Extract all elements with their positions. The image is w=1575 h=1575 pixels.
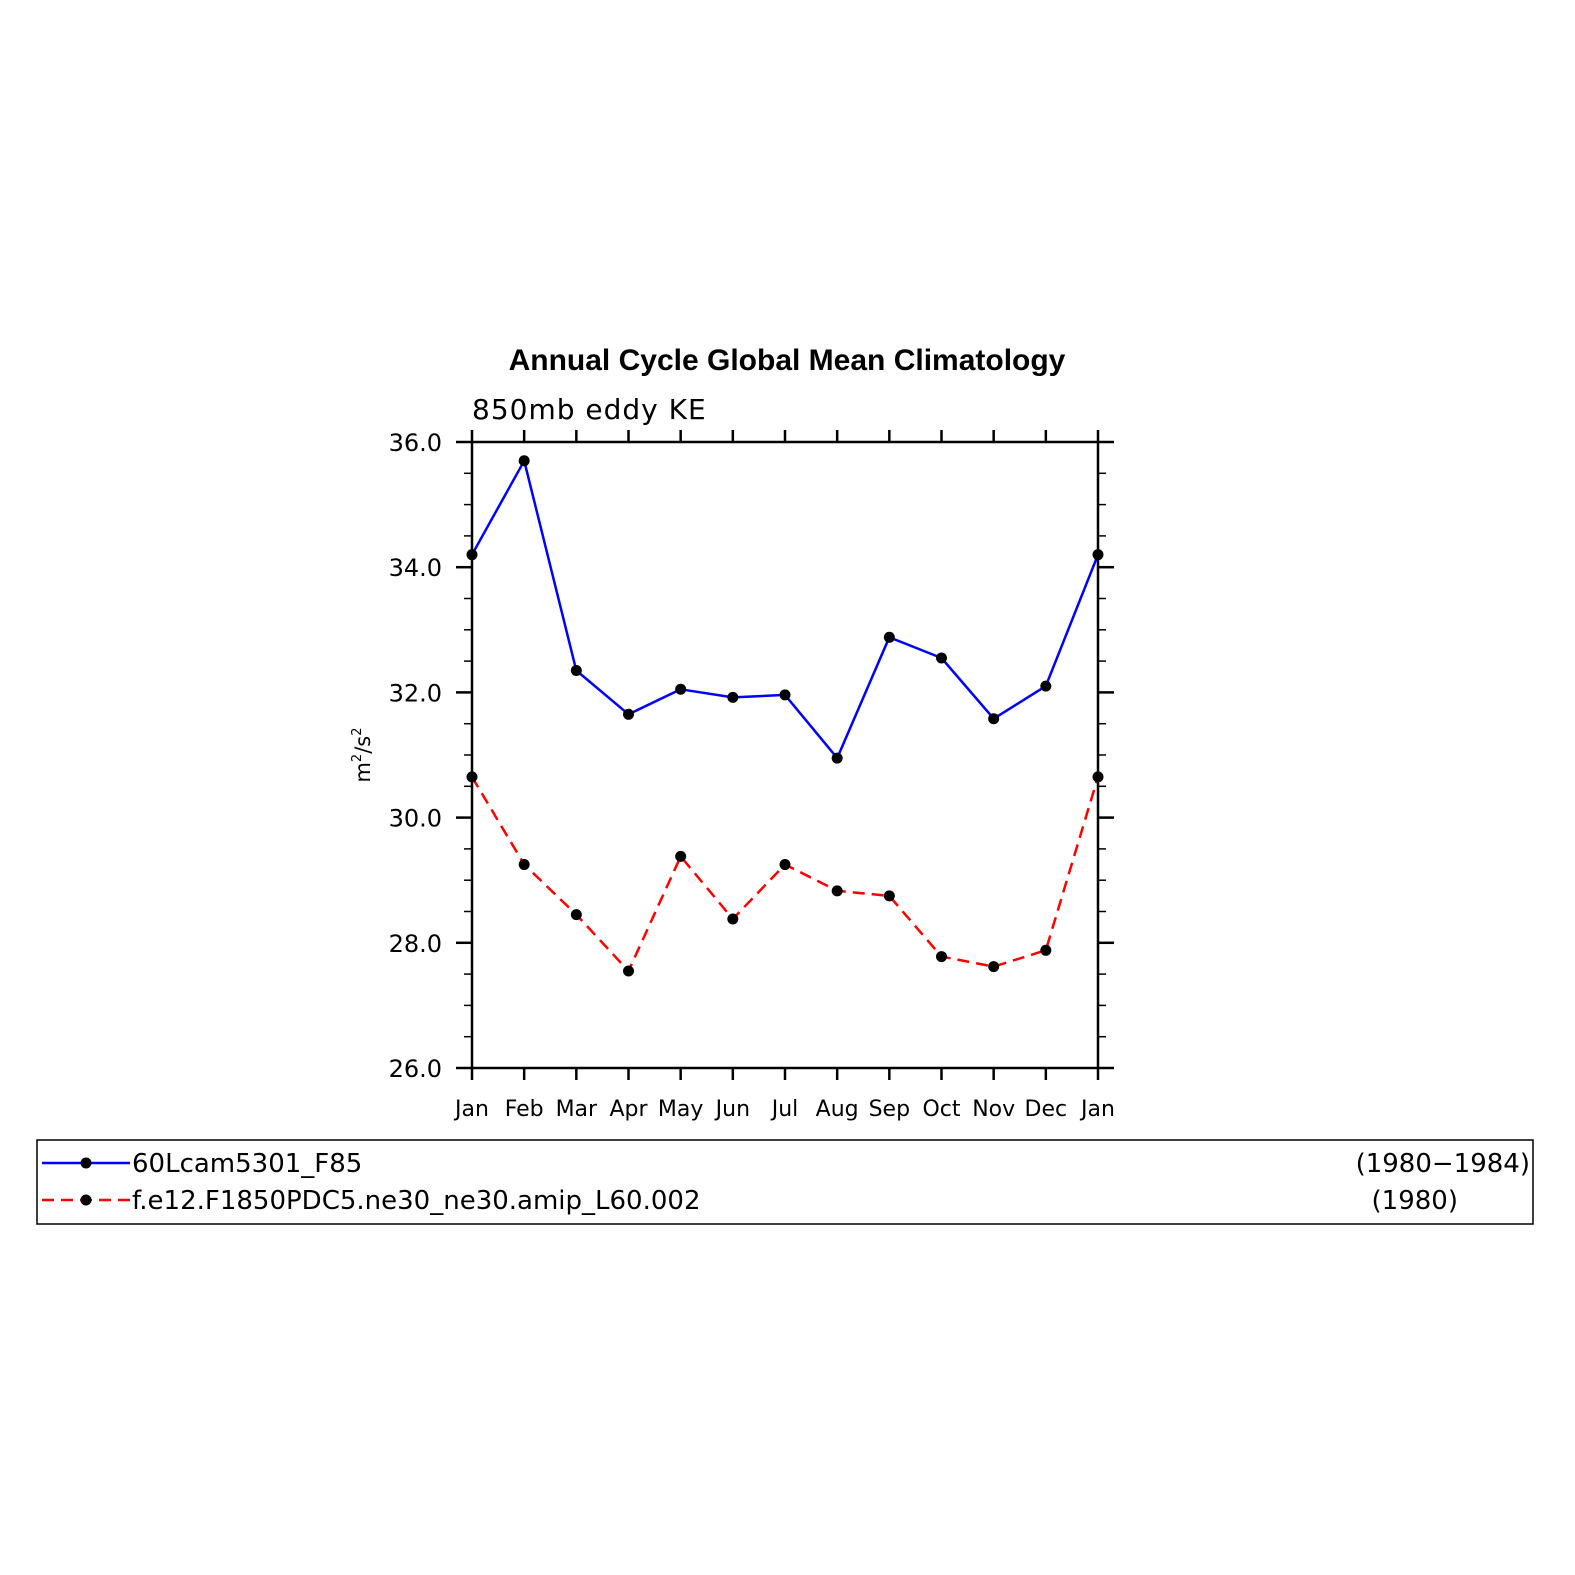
series-1-point (779, 689, 791, 701)
series-1-point (1040, 680, 1052, 692)
x-tick-label: Dec (1025, 1097, 1068, 1122)
y-tick-label: 36.0 (389, 429, 442, 457)
y-axis-label-unit: s (351, 736, 375, 747)
series-2-point (779, 859, 791, 871)
x-tick-label: Jan (1079, 1097, 1115, 1122)
series-2-point (1040, 944, 1052, 956)
y-axis-label-exp: 2 (350, 754, 365, 762)
chart-subtitle: 850mb eddy KE (472, 393, 707, 426)
series-2-point (831, 885, 843, 897)
series-2-point (623, 965, 634, 977)
x-tick-label: Nov (972, 1097, 1015, 1122)
x-tick-label: May (658, 1097, 703, 1122)
series-2-point (518, 859, 530, 871)
series-1-point (518, 455, 530, 467)
x-tick-label: Aug (816, 1097, 859, 1122)
y-tick-label: 26.0 (389, 1055, 442, 1083)
series-1-point (831, 752, 843, 764)
x-tick-label: Jul (770, 1097, 799, 1122)
series-1-point (570, 664, 582, 676)
series-2-point (727, 913, 739, 925)
series-2-point (988, 961, 1000, 973)
x-tick-label: Jan (453, 1097, 489, 1122)
legend-period-1: (1980−1984) (1356, 1149, 1530, 1179)
y-tick-label: 32.0 (389, 679, 442, 707)
x-tick-label: Oct (922, 1097, 960, 1122)
series-1-point (623, 708, 634, 720)
series-2-point (570, 909, 582, 921)
series-line-2 (470, 776, 1100, 973)
x-tick-label: Sep (869, 1097, 910, 1122)
series-2-point (675, 850, 687, 862)
series-1-point (936, 652, 947, 664)
y-tick-label: 34.0 (389, 554, 442, 582)
legend-marker-2 (80, 1194, 92, 1206)
y-axis-label-exp2: 2 (350, 727, 365, 735)
y-tick-label: 28.0 (389, 930, 442, 958)
legend-marker-1 (80, 1157, 92, 1169)
series-1-point (727, 691, 739, 703)
x-tick-label: Mar (556, 1097, 598, 1122)
y-axis-label: m2/s2 (350, 727, 375, 782)
legend-period-2: (1980) (1372, 1186, 1458, 1216)
series-1-point (675, 683, 687, 695)
plot-frame (470, 440, 1100, 1070)
legend-label-2: f.e12.F1850PDC5.ne30_ne30.amip_L60.002 (132, 1186, 700, 1216)
legend: 60Lcam5301_F85 (1980−1984) f.e12.F1850PDC5… (36, 1139, 1534, 1225)
y-tick-label: 30.0 (389, 805, 442, 833)
svg-text:m2/s2: m2/s2 (350, 727, 375, 782)
series-1-point (883, 631, 895, 643)
y-axis-label-base: m (351, 762, 375, 782)
legend-frame (36, 1139, 1534, 1225)
x-tick-label: Feb (505, 1097, 544, 1122)
series-line-1 (470, 459, 1100, 760)
legend-label-1: 60Lcam5301_F85 (132, 1149, 362, 1179)
x-tick-label: Apr (609, 1097, 648, 1122)
chart-title: Annual Cycle Global Mean Climatology (509, 344, 1066, 377)
series-2-point (936, 951, 947, 963)
series-2-point (883, 890, 895, 902)
x-tick-label: Jun (714, 1097, 750, 1122)
series-1-point (988, 713, 1000, 725)
